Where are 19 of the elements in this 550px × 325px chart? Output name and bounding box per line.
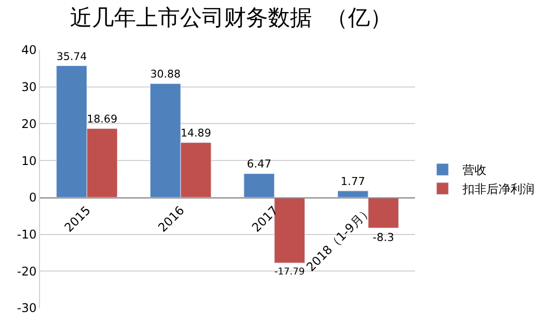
- legend-label: 营收: [462, 163, 486, 178]
- y-tick-label: 20: [21, 116, 37, 131]
- data-label: 6.47: [246, 158, 272, 171]
- y-tick-label: -30: [16, 301, 37, 316]
- y-tick-label: 30: [21, 80, 37, 94]
- legend-label: 扣非后净利润: [462, 182, 534, 196]
- data-label: 18.69: [86, 112, 118, 126]
- data-label: -8.3: [372, 231, 394, 244]
- data-label: 1.77: [340, 174, 366, 188]
- data-label: -17.79: [274, 266, 305, 278]
- data-label: 35.74: [56, 50, 88, 63]
- y-tick-label: -10: [16, 227, 37, 242]
- data-label: 14.89: [180, 126, 212, 140]
- y-tick-label: 0: [28, 190, 37, 205]
- chart-title: 近几年上市公司财务数据 （亿）: [70, 6, 392, 32]
- y-tick-label: 40: [21, 43, 37, 58]
- y-tick-label: 10: [21, 154, 37, 168]
- y-tick-label: -20: [16, 264, 37, 278]
- data-label: 30.88: [150, 68, 181, 81]
